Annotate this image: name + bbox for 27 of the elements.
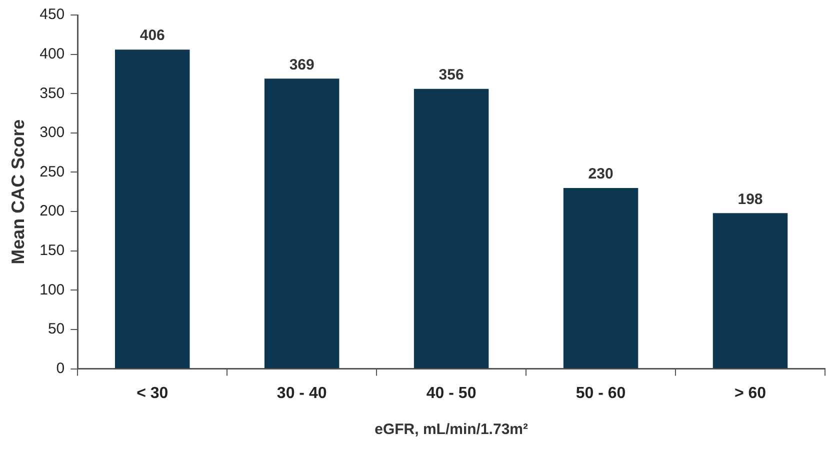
y-tick-label: 50	[48, 320, 65, 338]
y-axis-title: Mean CAC Score	[8, 119, 28, 264]
y-tick-label: 150	[40, 242, 65, 260]
bar	[114, 50, 190, 368]
y-tick-label: 0	[56, 360, 65, 377]
y-tick-label: 100	[40, 281, 65, 298]
bar	[712, 213, 788, 368]
y-tick-label: 400	[40, 45, 65, 62]
x-tick-label: < 30	[136, 384, 168, 402]
data-label: 406	[140, 27, 165, 44]
y-tick-label: 450	[40, 6, 65, 24]
bar	[563, 188, 638, 368]
y-tick-label: 350	[40, 84, 65, 102]
x-tick-label: > 60	[734, 384, 766, 402]
y-tick-label: 200	[40, 202, 65, 220]
bar	[414, 88, 489, 368]
data-label: 230	[588, 166, 614, 183]
bar	[264, 78, 340, 368]
x-tick-label: 50 - 60	[576, 384, 626, 402]
data-label: 356	[438, 66, 464, 84]
x-tick-label: 40 - 50	[426, 384, 476, 402]
data-label: 369	[289, 56, 314, 74]
y-tick-label: 300	[40, 124, 65, 142]
x-axis-title: eGFR, mL/min/1.73m²	[374, 421, 528, 438]
y-tick-label: 250	[40, 163, 65, 180]
x-tick-label: 30 - 40	[276, 384, 327, 402]
data-label: 198	[738, 190, 763, 208]
